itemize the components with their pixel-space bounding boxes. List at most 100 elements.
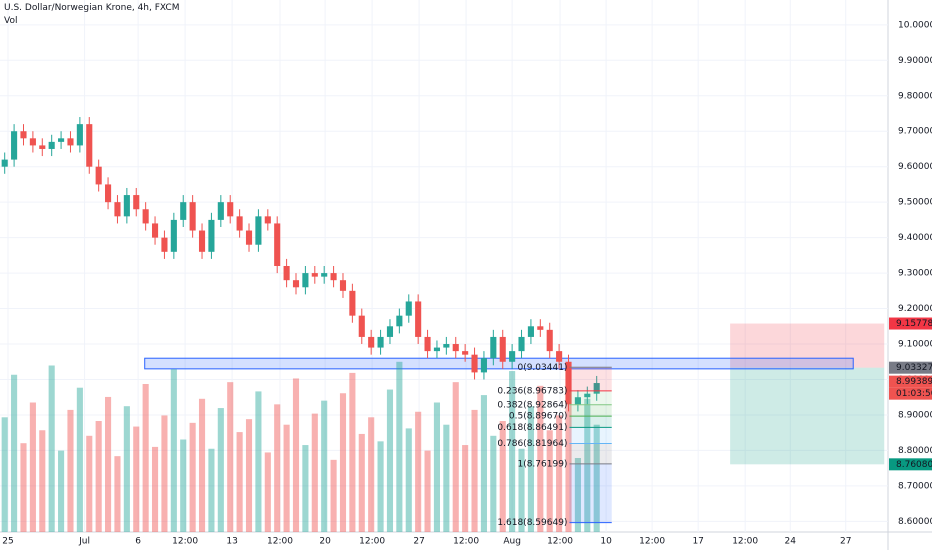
y-tick-label: 9.60000 [898,162,932,172]
candle-body [180,202,187,220]
volume-bar [452,382,459,532]
volume-bar [255,391,262,532]
x-tick-label: 17 [692,537,703,547]
candle-body [189,202,196,231]
candle-body [509,351,516,362]
volume-bar [546,430,553,532]
y-tick-label: 9.30000 [898,269,932,279]
price-label-bg [889,458,932,471]
candle-body [151,223,159,238]
volume-bar [386,389,394,532]
candle-body [227,202,234,217]
volume-bar [67,409,74,532]
y-tick-label: 8.80000 [898,446,932,456]
candle-body [424,336,431,352]
candle-body [86,124,93,167]
fib-label: 0.236(8.96783) [497,386,567,396]
volume-bar [518,448,525,532]
volume-bar [58,450,65,532]
fib-band [569,443,612,464]
candle-body [58,138,65,142]
candle-body [133,195,140,210]
countdown: 01:03:50 [896,389,932,399]
countdown-bg [889,387,932,400]
candle-body [245,230,253,245]
candle-body [123,195,130,217]
volume-bar [462,445,469,532]
volume-bar [358,433,365,532]
y-tick-label: 9.40000 [898,233,932,243]
volume-bar [302,445,309,532]
volume-bar [321,400,328,532]
candle-body [274,223,281,266]
volume-bar [443,424,450,532]
y-tick-label: 8.60000 [898,517,932,527]
candle-body [321,273,328,277]
candle-body [565,361,572,405]
candle-body [170,219,177,252]
candle-body [198,230,206,252]
y-tick-label: 10.00000 [898,20,932,30]
candle-body [415,301,422,337]
volume-bar [114,456,121,532]
candle-body [480,358,487,373]
candle-body [443,344,450,348]
volume-bar [574,458,581,532]
candle-body [537,326,544,330]
candle-body [339,280,347,291]
candle-body [377,336,384,348]
candle-body [1,159,8,167]
candle-body [236,216,243,231]
candle-body [358,315,365,337]
volume-bar [95,421,102,532]
volume-bar [236,432,243,532]
x-tick-label: 24 [785,537,797,547]
volume-bar [11,374,18,532]
volume-bar [292,378,300,532]
candle-body [368,336,375,348]
x-tick-label: 12:00 [172,537,198,547]
volume-bar [161,415,168,532]
x-tick-label: 12:00 [639,537,665,547]
x-tick-label: 12:00 [359,537,385,547]
candle-body [546,329,553,352]
volume-bar [123,406,130,532]
volume-bar [471,409,478,532]
candle-body [490,336,497,359]
candle-body [499,336,506,362]
fib-label: 1.618(8.59649) [497,518,567,528]
price-label-bg [889,317,932,330]
candle-body [39,145,46,149]
x-tick-label: 12:00 [453,537,479,547]
volume-bar [405,428,412,532]
volume-bar [198,398,206,532]
x-tick-label: 20 [319,537,331,547]
volume-bar [480,395,487,532]
x-tick-label: 6 [135,537,141,547]
volume-bar [377,441,384,532]
candle-body [264,216,271,224]
x-tick-label: Aug [503,537,521,547]
x-tick-label: 13 [226,537,237,547]
candle-body [349,290,356,316]
candle-body [29,138,36,146]
y-tick-label: 8.70000 [898,481,932,491]
candle-body [142,209,149,224]
y-tick-label: 9.80000 [898,91,932,101]
x-tick-label: 12:00 [267,537,293,547]
stop-zone [730,323,885,368]
volume-bar [86,435,93,532]
volume-bar [415,411,422,532]
volume-bar [274,404,281,532]
volume-bar [208,448,215,532]
candle-body [283,266,290,281]
candle-body [518,336,525,352]
volume-bar [142,384,149,532]
price-label: 9.03327 [896,363,932,373]
target-zone [730,367,885,465]
volume-bar [584,398,591,532]
volume-bar [105,396,112,532]
candle-body [433,347,441,352]
